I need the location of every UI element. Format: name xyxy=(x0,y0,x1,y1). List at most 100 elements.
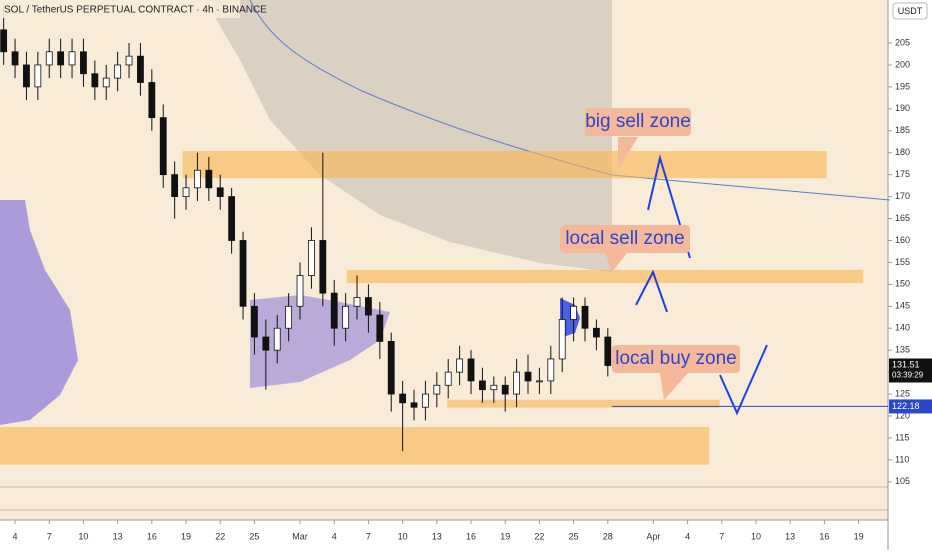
y-tick-label: 190 xyxy=(895,103,910,113)
x-tick-label: 4 xyxy=(13,531,18,541)
x-tick-label: 19 xyxy=(500,531,510,541)
x-tick-label: 4 xyxy=(332,531,337,541)
candle-body xyxy=(34,64,42,88)
candle-body xyxy=(228,196,236,241)
candle-body xyxy=(45,51,53,66)
y-tick-label: 170 xyxy=(895,191,910,201)
candle-body xyxy=(68,51,76,66)
candle-body xyxy=(330,292,338,329)
candle-body xyxy=(125,55,133,66)
volume-profile xyxy=(0,200,78,425)
arrow-path xyxy=(647,154,691,259)
arrow-path xyxy=(635,269,668,313)
zone xyxy=(182,150,827,179)
zone xyxy=(0,426,710,465)
x-tick-label: 19 xyxy=(854,531,864,541)
candle-body xyxy=(422,393,429,408)
candle-body xyxy=(0,29,8,53)
callout-tail xyxy=(605,252,628,272)
candle-body xyxy=(285,305,293,329)
candle-body xyxy=(570,305,578,320)
candle-body xyxy=(171,174,179,197)
candle-body xyxy=(490,384,498,391)
x-tick-label: 22 xyxy=(534,531,544,541)
candle-body xyxy=(194,169,201,189)
zone xyxy=(346,269,864,284)
callout-tail xyxy=(660,373,688,400)
zones xyxy=(0,150,864,465)
level-tag xyxy=(889,399,932,414)
candle-body xyxy=(399,393,407,404)
y-tick-label: 200 xyxy=(895,59,910,69)
volume-profile xyxy=(250,295,390,388)
title-background xyxy=(0,0,240,18)
candle-body xyxy=(148,82,156,119)
candle-body xyxy=(114,64,122,79)
zone xyxy=(447,399,720,408)
x-tick-label: 22 xyxy=(215,531,225,541)
candle-body xyxy=(376,314,384,342)
cloud xyxy=(170,0,612,272)
x-tick-label: 10 xyxy=(78,531,88,541)
callout-box xyxy=(612,345,740,373)
y-tick-label: 185 xyxy=(895,125,910,135)
candle-body xyxy=(353,297,361,307)
candle-body xyxy=(91,73,99,88)
candle-body xyxy=(102,77,110,88)
countdown: 03:39:29 xyxy=(892,371,924,380)
x-tick-label: 16 xyxy=(819,531,829,541)
candle-body xyxy=(524,371,532,382)
zone-label: local sell zone xyxy=(565,228,684,249)
price-tag xyxy=(889,358,932,383)
candle-body xyxy=(444,371,452,386)
candle-body xyxy=(11,51,19,66)
candle-body xyxy=(501,384,509,395)
candle-body xyxy=(182,187,190,197)
callout-box xyxy=(585,108,691,136)
candle-body xyxy=(342,305,350,329)
candle-body xyxy=(273,327,281,351)
candle-body xyxy=(365,297,372,316)
zone-label: big sell zone xyxy=(585,111,691,132)
candle-body xyxy=(536,380,543,383)
candle-body xyxy=(159,117,167,176)
candle-body xyxy=(581,305,589,329)
y-tick-label: 160 xyxy=(895,235,910,245)
candle-body xyxy=(593,327,600,338)
x-tick-label: 16 xyxy=(147,531,157,541)
x-tick-label: 25 xyxy=(569,531,579,541)
candle-body xyxy=(262,336,270,351)
candle-body xyxy=(23,64,30,88)
x-tick-label: 28 xyxy=(603,531,613,541)
candle-body xyxy=(239,240,247,307)
candle-body xyxy=(296,275,304,307)
callout-tail xyxy=(618,137,638,170)
arrow-path xyxy=(719,344,768,416)
y-tick-label: 155 xyxy=(895,257,910,267)
y-tick-label: 205 xyxy=(895,37,910,47)
candle-body xyxy=(558,319,566,360)
currency-box xyxy=(892,2,928,20)
zone-label: local buy zone xyxy=(615,348,736,369)
y-tick-label: 120 xyxy=(895,410,910,420)
x-tick-label: 25 xyxy=(249,531,259,541)
candle-body xyxy=(216,187,224,197)
candle-body xyxy=(456,358,464,373)
candle-body xyxy=(80,51,87,75)
y-tick-label: 145 xyxy=(895,301,910,311)
x-tick-label: 4 xyxy=(685,531,690,541)
x-tick-label: 7 xyxy=(47,531,52,541)
callout-box xyxy=(560,225,690,253)
candle-body xyxy=(479,380,486,391)
x-tick-label: 13 xyxy=(113,531,123,541)
x-tick-label: 19 xyxy=(181,531,191,541)
x-tick-label: 13 xyxy=(785,531,795,541)
time-axis-background xyxy=(0,520,888,550)
y-tick-label: 110 xyxy=(895,454,909,464)
candle-body xyxy=(604,336,612,366)
candle-body xyxy=(387,341,395,395)
candle-body xyxy=(57,51,65,66)
candle-body xyxy=(319,240,327,294)
